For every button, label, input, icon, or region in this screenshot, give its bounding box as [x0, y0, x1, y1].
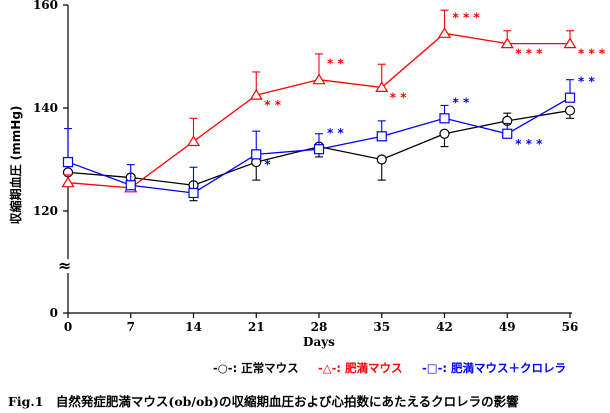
data-point [563, 37, 577, 49]
data-point [437, 27, 452, 38]
data-point [564, 105, 576, 116]
x-tick-label: 35 [373, 320, 390, 334]
axes [67, 5, 572, 314]
data-point [564, 92, 576, 103]
x-tick-label: 56 [562, 320, 579, 334]
x-tick-label: 7 [127, 320, 135, 334]
data-point [376, 131, 387, 142]
x-tick-label: 28 [311, 320, 328, 334]
x-axis-title: Days [303, 335, 335, 349]
data-point [251, 149, 262, 160]
x-tick-label: 0 [64, 320, 72, 334]
data-point [313, 144, 325, 155]
data-point [500, 37, 514, 49]
significance-mark: * * [578, 75, 595, 89]
series-square: * * * * * * * * * * [62, 75, 595, 199]
data-point [61, 176, 75, 188]
x-ticks: 0 7 14 21 28 35 42 49 56 [64, 313, 579, 334]
significance-mark: * * [327, 57, 344, 71]
data-point [312, 73, 326, 85]
x-tick-label: 21 [248, 320, 265, 334]
data-point [439, 128, 450, 139]
x-tick-label: 49 [499, 320, 516, 334]
significance-mark: * * * [515, 47, 543, 61]
data-point [125, 180, 136, 191]
y-tick-label: 140 [33, 101, 58, 115]
data-point [249, 88, 263, 100]
significance-mark: * * * [578, 47, 606, 61]
legend-item-circle: -○-: 正常マウス [213, 361, 299, 375]
x-tick-label: 42 [436, 320, 453, 334]
data-point [376, 154, 387, 165]
data-point [439, 113, 450, 124]
significance-mark: * * [390, 90, 407, 104]
legend-item-triangle: -△-: 肥満マウス [318, 361, 403, 375]
significance-mark: * * [264, 98, 281, 112]
legend: -○-: 正常マウス -△-: 肥満マウス -□-: 肥満マウス＋クロレラ [213, 361, 566, 375]
significance-mark: * [264, 157, 271, 171]
x-tick-label: 14 [185, 320, 202, 334]
data-point [375, 81, 389, 93]
data-point [502, 128, 513, 139]
legend-item-square: -□-: 肥満マウス＋クロレラ [422, 361, 566, 375]
y-tick-label: 120 [33, 204, 58, 218]
y-axis-break: ≈ [56, 256, 78, 275]
data-point [188, 187, 199, 199]
figure-caption: Fig.1 自然発症肥満マウス(ob/ob)の収縮期血圧および心拍数にあたえるク… [8, 394, 519, 409]
y-tick-label: 160 [33, 0, 58, 12]
significance-mark: * * * [515, 137, 543, 151]
data-point [186, 135, 201, 147]
series-layer: * * * * * * * * * * * * * * * * * * * * * * * * * [61, 9, 606, 202]
y-axis-title: 収縮期血圧 (mmHg) [8, 106, 23, 225]
significance-mark: * * [453, 95, 470, 109]
significance-mark: * * [327, 126, 344, 140]
series-triangle: * * * * * * * * * * * * * * * [61, 9, 606, 193]
y-ticks: 0 120 140 160 [33, 0, 68, 320]
data-point [62, 156, 74, 168]
y-tick-label: 0 [50, 306, 58, 320]
y-axis-break-glyph: ≈ [58, 256, 71, 275]
significance-mark: * * * [453, 10, 481, 24]
